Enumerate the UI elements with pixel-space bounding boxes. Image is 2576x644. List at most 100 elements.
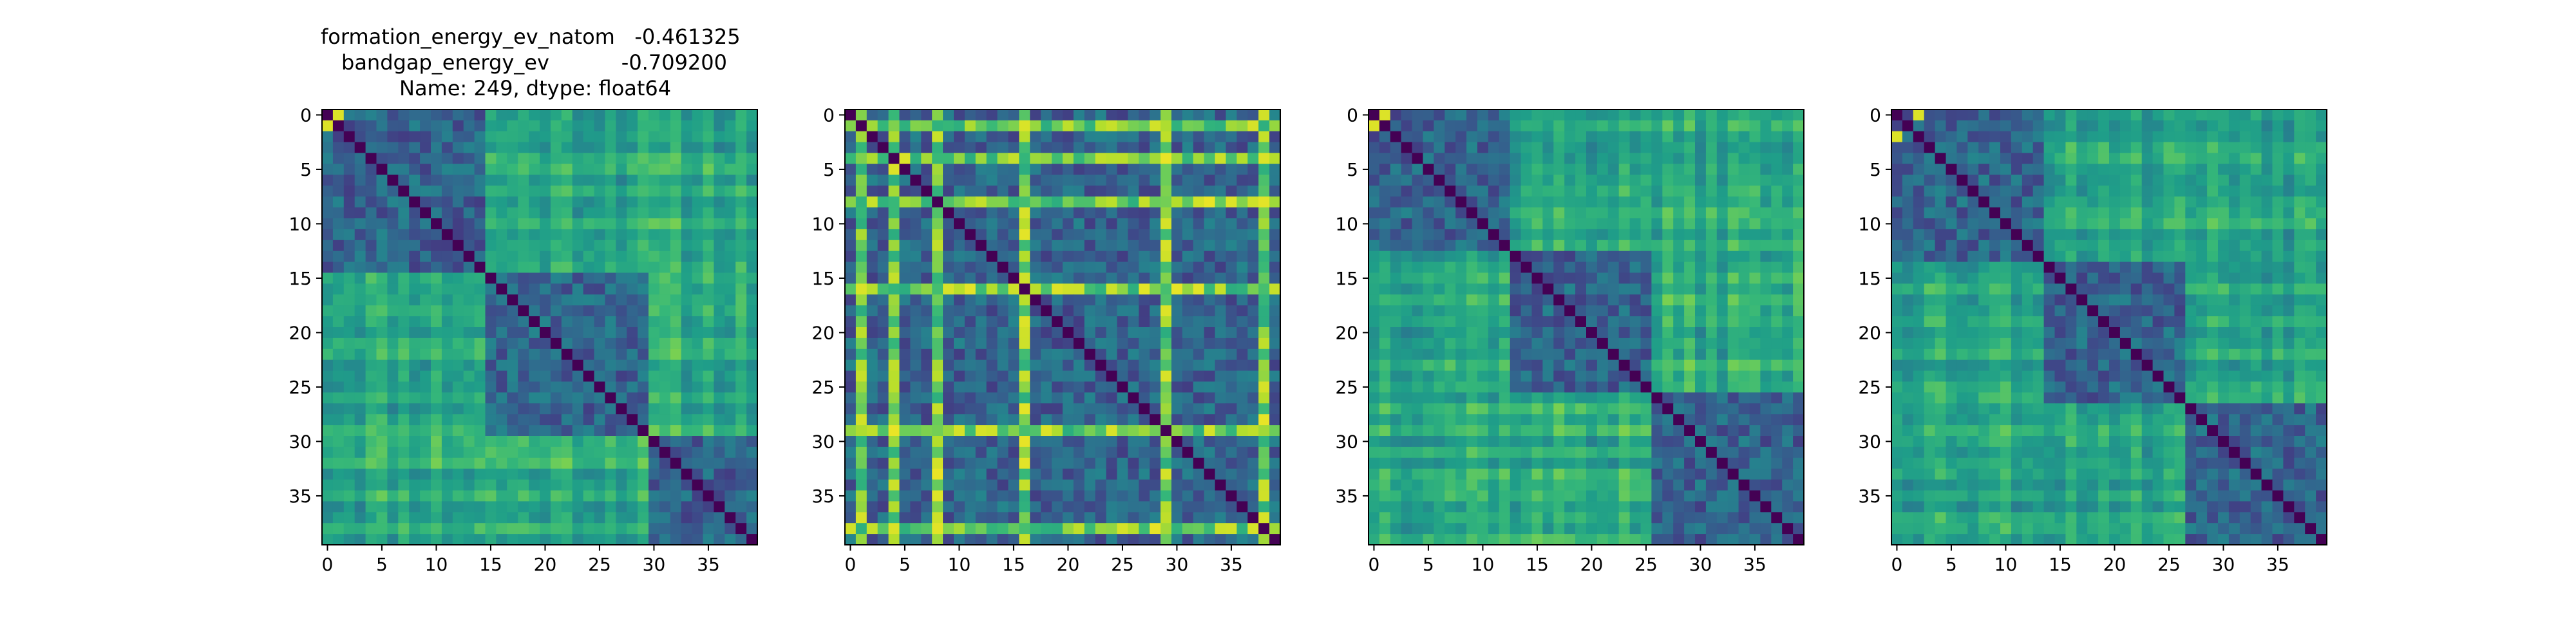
heatmap-cell [964,164,976,175]
heatmap-cell [594,196,605,208]
heatmap-cell [1008,392,1019,404]
heatmap-cell [1269,261,1281,274]
heatmap-cell [1466,327,1478,339]
heatmap-cell [1390,251,1402,263]
heatmap-cell [954,185,965,197]
heatmap-cell [1727,381,1739,393]
heatmap-cell [561,403,573,415]
heatmap-cell [1226,534,1237,545]
heatmap-cell [452,294,464,306]
heatmap-cell [1193,327,1205,339]
heatmap-cell [561,501,573,513]
heatmap-cell [376,479,388,491]
heatmap-cell [1390,392,1402,404]
heatmap-cell [1073,185,1085,197]
heatmap-cell [1771,457,1783,469]
heatmap-cell [452,381,464,393]
heatmap-cell [1760,283,1772,295]
heatmap-cell [1160,185,1172,197]
heatmap-cell [1738,316,1750,328]
heatmap-cell [921,175,933,186]
heatmap-cell [463,359,475,372]
heatmap-cell [1182,131,1194,143]
heatmap-cell [420,523,431,535]
heatmap-cell [714,283,725,295]
heatmap-cell [1673,316,1685,328]
heatmap-cell [496,185,507,197]
heatmap-cell [1258,240,1270,252]
heatmap-cell [649,218,660,230]
heatmap-cell [1618,185,1631,197]
heatmap-cell [550,425,562,437]
heatmap-cell [343,425,355,437]
heatmap-cell [594,153,605,165]
heatmap-cell [1455,153,1467,165]
heatmap-cell [1499,229,1511,241]
heatmap-cell [1531,381,1543,393]
heatmap-cell [659,153,671,165]
heatmap-cell [1575,479,1587,491]
heatmap-cell [2109,109,2121,121]
heatmap-cell [1782,446,1794,459]
heatmap-cell [1412,468,1424,480]
heatmap-cell [485,153,497,165]
heatmap-cell [1684,185,1696,197]
heatmap-cell [1073,392,1085,404]
heatmap-cell [714,251,725,263]
heatmap-cell [1215,501,1227,513]
heatmap-cell [1019,436,1030,448]
heatmap-cell [616,534,627,545]
heatmap-cell [1215,109,1227,121]
heatmap-cell [1586,207,1598,219]
heatmap-cell [714,175,725,186]
heatmap-cell [1182,272,1194,284]
heatmap-cell [1171,534,1183,545]
heatmap-cell [1673,142,1685,154]
heatmap-cell [746,175,758,186]
heatmap-cell [1030,153,1041,165]
heatmap-cell [2196,109,2208,121]
heatmap-cell [1423,240,1434,252]
heatmap-cell [1258,316,1270,328]
heatmap-cell [888,425,900,437]
heatmap-cell [1368,142,1380,154]
heatmap-cell [910,381,922,393]
heatmap-cell [1640,261,1652,274]
heatmap-cell [1760,272,1772,284]
heatmap-cell [1063,446,1074,459]
heatmap-cell [997,370,1009,383]
heatmap-cell [1084,348,1096,361]
heatmap-cell [1793,436,1804,448]
heatmap-cell [1423,164,1434,175]
heatmap-cell [877,316,889,328]
heatmap-cell [1368,446,1380,459]
heatmap-cell [496,109,507,121]
heatmap-cell [1434,348,1445,361]
heatmap-cell [1771,414,1783,426]
heatmap-cell [1379,316,1391,328]
heatmap-cell [441,436,453,448]
heatmap-cell [1705,153,1718,165]
heatmap-cell [572,327,584,339]
heatmap-cell [1160,370,1172,383]
heatmap-cell [1052,436,1063,448]
heatmap-cell [1618,272,1631,284]
heatmap-cell [627,207,638,219]
heatmap-cell [1488,175,1500,186]
heatmap-cell [463,457,475,469]
heatmap-cell [431,120,442,132]
heatmap-cell [431,109,442,121]
heatmap-cell [616,490,627,502]
heatmap-cell [735,425,747,437]
heatmap-cell [583,337,595,350]
heatmap-cell [1139,196,1150,208]
heatmap-cell [1150,468,1161,480]
heatmap-cell [1171,337,1183,350]
heatmap-cell [1738,251,1750,263]
heatmap-cell [724,403,736,415]
heatmap-cell [1117,164,1128,175]
heatmap-cell [583,359,595,372]
heatmap-cell [877,294,889,306]
heatmap-cell [1008,207,1019,219]
heatmap-cell [540,523,551,535]
